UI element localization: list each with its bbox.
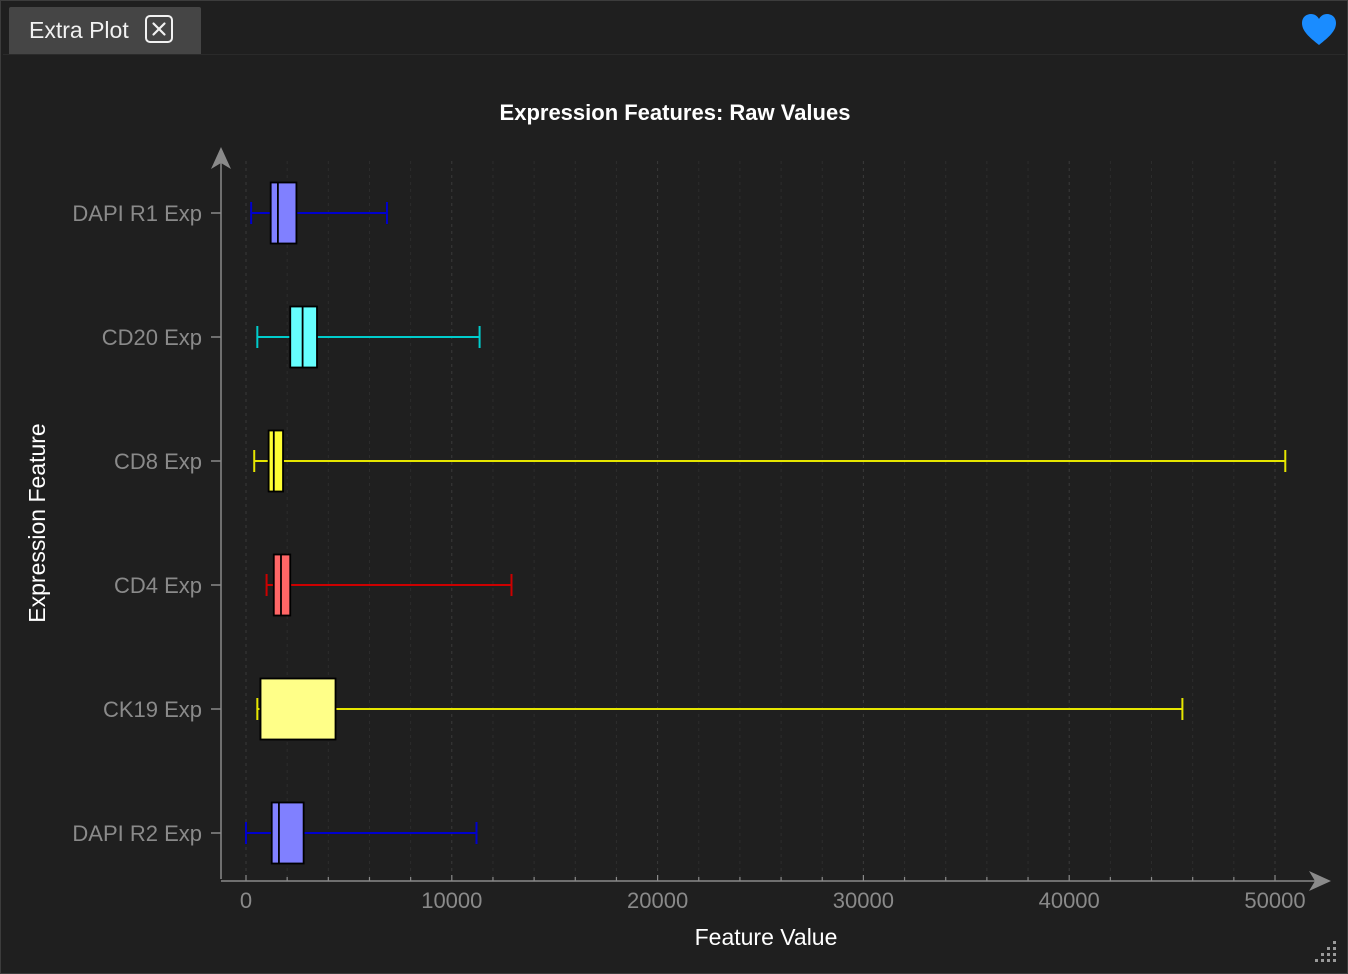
y-tick-label: DAPI R2 Exp — [72, 821, 202, 846]
x-tick-label: 0 — [240, 888, 252, 913]
iqr-box — [259, 677, 337, 741]
grid-lines — [245, 161, 1276, 879]
x-tick-label: 30000 — [833, 888, 894, 913]
box-cd20-exp: CD20 Exp — [102, 305, 481, 369]
y-tick-label: CK19 Exp — [103, 697, 202, 722]
x-ticks: 0 10000 20000 30000 40000 50000 — [240, 875, 1306, 913]
resize-grip-icon[interactable] — [1313, 939, 1339, 965]
iqr-box — [272, 553, 292, 617]
y-axis-label: Expression Feature — [24, 423, 50, 622]
iqr-box — [270, 801, 305, 865]
x-tick-label: 20000 — [627, 888, 688, 913]
iqr-box — [289, 305, 318, 369]
box-cd8-exp: CD8 Exp — [114, 429, 1287, 493]
x-tick-label: 10000 — [421, 888, 482, 913]
axes — [211, 147, 1331, 891]
tab-extra-plot[interactable]: Extra Plot — [9, 7, 201, 54]
box-ck19-exp: CK19 Exp — [103, 677, 1184, 741]
y-axis-arrow — [211, 147, 231, 169]
boxes: DAPI R1 Exp CD20 Exp CD8 Exp CD4 Exp CK19 Ex… — [72, 181, 1287, 865]
x-tick-label: 40000 — [1039, 888, 1100, 913]
x-tick-label: 50000 — [1244, 888, 1305, 913]
box-dapi-r2-exp: DAPI R2 Exp — [72, 801, 478, 865]
y-tick-label: CD4 Exp — [114, 573, 202, 598]
heart-icon[interactable] — [1301, 13, 1337, 47]
chart-title: Expression Features: Raw Values — [500, 100, 851, 125]
close-icon[interactable] — [145, 15, 173, 43]
box-cd4-exp: CD4 Exp — [114, 553, 513, 617]
iqr-box — [269, 181, 298, 245]
iqr-box — [267, 429, 284, 493]
x-axis-arrow — [1309, 871, 1331, 891]
y-tick-label: DAPI R1 Exp — [72, 201, 202, 226]
x-axis-label: Feature Value — [695, 924, 838, 950]
y-tick-label: CD20 Exp — [102, 325, 202, 350]
tab-label: Extra Plot — [29, 17, 129, 43]
y-tick-label: CD8 Exp — [114, 449, 202, 474]
box-dapi-r1-exp: DAPI R1 Exp — [72, 181, 388, 245]
tab-bar-divider — [3, 54, 1345, 55]
